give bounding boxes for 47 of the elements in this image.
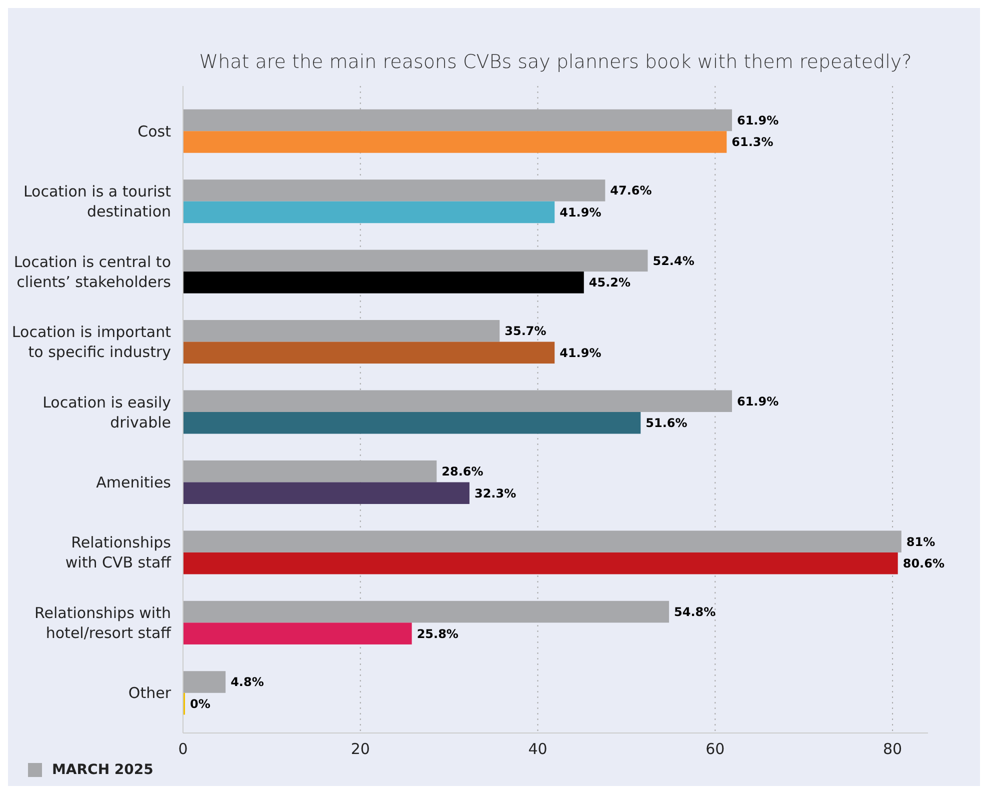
- data-label: 80.6%: [902, 556, 944, 571]
- bar: [183, 250, 648, 272]
- bar: [183, 671, 226, 693]
- bar: [183, 272, 584, 294]
- bar: [183, 342, 555, 364]
- data-label: 32.3%: [474, 486, 516, 500]
- bar: [183, 530, 902, 552]
- data-label: 28.6%: [442, 464, 484, 479]
- bar: [183, 201, 555, 224]
- data-label: 61.3%: [732, 135, 774, 150]
- y-tick-label: Relationships with CVB staff: [65, 534, 172, 572]
- bar: [183, 412, 641, 434]
- bar: [183, 600, 670, 623]
- y-tick-label: Other: [128, 684, 172, 702]
- bar: [183, 622, 412, 644]
- y-tick-label: Amenities: [96, 473, 172, 492]
- data-label: 54.8%: [674, 604, 716, 619]
- data-label: 25.8%: [416, 626, 458, 641]
- y-tick-label: Location is easily drivable: [42, 393, 172, 432]
- y-tick-label: Location is central to clients’ stakeholders: [14, 252, 172, 291]
- bar: [183, 131, 727, 153]
- x-tick-label: 20: [350, 740, 370, 758]
- data-label: 47.6%: [610, 184, 652, 198]
- y-tick-label: Location is a tourist destination: [23, 182, 172, 221]
- bar: [183, 180, 606, 202]
- bar: [183, 482, 470, 504]
- y-tick-label: Cost: [138, 122, 172, 140]
- data-label: 81%: [906, 534, 936, 549]
- bar: [183, 552, 898, 574]
- data-label: 35.7%: [504, 324, 546, 338]
- data-label: 61.9%: [736, 113, 779, 128]
- legend-label: MARCH 2025: [52, 762, 154, 778]
- x-tick-label: 40: [528, 740, 548, 758]
- data-label: 41.9%: [560, 205, 602, 220]
- x-tick-label: 0: [178, 740, 188, 758]
- data-label: 45.2%: [588, 276, 631, 290]
- data-label: 0%: [190, 696, 210, 711]
- x-tick-label: 80: [882, 740, 902, 758]
- data-label: 51.6%: [646, 416, 688, 430]
- data-label: 61.9%: [736, 394, 779, 408]
- chart-title: What are the main reasons CVBs say planners book with them repeatedly?: [199, 51, 912, 73]
- y-tick-label: Location is important to specific industry: [12, 323, 172, 362]
- data-label: 4.8%: [230, 675, 264, 690]
- y-tick-label: Relationships with hotel/resort staff: [34, 604, 172, 642]
- x-tick-label: 60: [706, 740, 725, 758]
- data-label: 52.4%: [652, 254, 694, 268]
- data-label: 41.9%: [560, 346, 602, 360]
